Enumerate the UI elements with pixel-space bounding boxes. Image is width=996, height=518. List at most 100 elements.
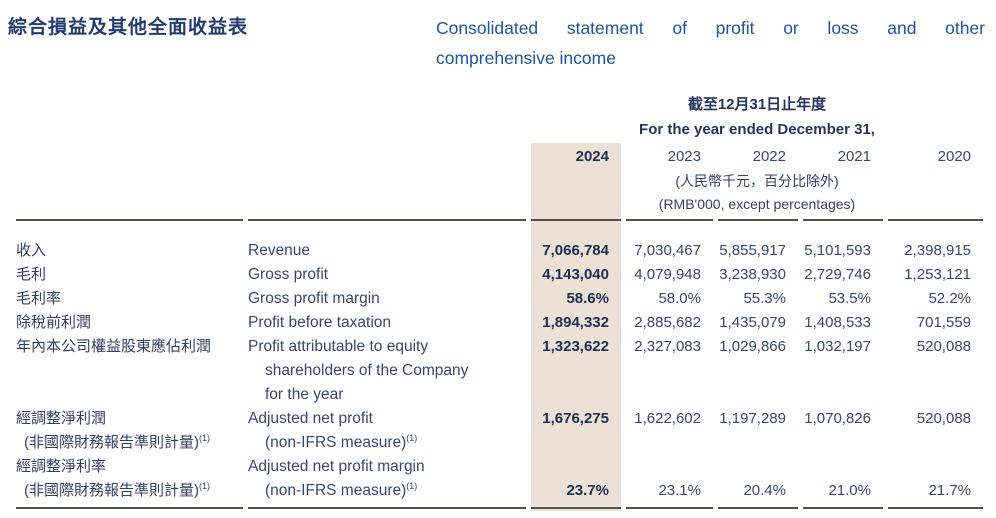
year-column-2020: 2020 [937, 148, 972, 165]
value-2023: 23.1% [658, 482, 701, 499]
table-top-rule [16, 219, 984, 239]
label-line: Gross profit margin [248, 290, 380, 307]
year-column-2022: 2022 [752, 148, 786, 165]
row-label-zh: 毛利 [16, 263, 243, 287]
value-2024: 7,066,784 [542, 242, 609, 259]
value-2024: 1,894,332 [542, 314, 609, 331]
value-2022: 20.4% [743, 482, 786, 499]
page-title-zh: 綜合損益及其他全面收益表 [8, 17, 249, 38]
value-2021: 5,101,593 [804, 242, 871, 259]
label-line: 經調整淨利率 [16, 458, 107, 475]
label-line: 收入 [16, 242, 47, 259]
table-row: 經調整淨利率 (非國際財務報告準則計量)(1) Adjusted net profi… [16, 455, 983, 503]
label-line: shareholders of the Company [265, 362, 469, 379]
spacer-cell [16, 117, 526, 143]
unit-note-row-en: (RMB'000, except percentages) [16, 193, 983, 219]
rule-segment [888, 219, 984, 239]
rule-segment [803, 503, 883, 509]
rule-segment [531, 219, 621, 239]
value-2020: 520,088 [916, 410, 972, 427]
value-2020: 2,398,915 [904, 242, 972, 259]
footnote-marker: (1) [406, 432, 418, 443]
value-2023: 4,079,948 [634, 266, 701, 283]
value-2021: 53.5% [828, 290, 871, 307]
label-line: (non-IFRS measure)(1) [265, 480, 418, 499]
row-label-zh: 收入 [16, 239, 243, 263]
rule-segment [888, 503, 984, 509]
label-line: Profit attributable to equity [248, 338, 429, 355]
rule-segment [718, 503, 798, 509]
row-label-en: Profit attributable to equity shareholder… [248, 335, 526, 407]
value-2020: 1,253,121 [904, 266, 972, 283]
row-label-zh: 毛利率 [16, 287, 243, 311]
label-line: Adjusted net profit [248, 410, 373, 427]
row-label-en: Adjusted net profit margin (non-IFRS meas… [248, 455, 526, 503]
rule-segment [16, 503, 243, 509]
footnote-marker: (1) [199, 481, 210, 491]
unit-note-zh: (人民幣千元，百分比除外) [675, 173, 839, 189]
rule-segment [626, 219, 713, 239]
highlight-2024-column [531, 143, 621, 511]
value-2024: 1,323,622 [542, 338, 609, 355]
value-2024: 58.6% [566, 290, 609, 307]
spacer-cell [16, 193, 526, 219]
unit-note-en: (RMB'000, except percentages) [658, 196, 856, 212]
label-line: 除稅前利潤 [16, 314, 92, 331]
label-line: Profit before taxation [248, 314, 392, 331]
table-row: 除稅前利潤 Profit before taxation 1,894,332 2,88… [16, 311, 983, 335]
label-line: (非國際財務報告準則計量)(1) [24, 481, 210, 500]
value-2023: 2,327,083 [634, 338, 701, 355]
value-2023: 58.0% [658, 290, 701, 307]
value-2021: 21.0% [828, 482, 871, 499]
page-title-en-line2: comprehensive income [436, 48, 616, 68]
spacer-cell [16, 93, 526, 117]
rule-segment [626, 503, 713, 509]
year-column-2023: 2023 [667, 148, 701, 165]
label-line: (非國際財務報告準則計量)(1) [24, 433, 210, 452]
value-2022: 1,435,079 [719, 314, 786, 331]
rule-segment [531, 503, 621, 509]
label-line: (non-IFRS measure)(1) [265, 432, 418, 451]
value-2020: 52.2% [928, 290, 972, 307]
header: 綜合損益及其他全面收益表 Consolidated statement of p… [8, 13, 985, 73]
value-2021: 2,729,746 [804, 266, 871, 283]
value-2024: 1,676,275 [542, 410, 609, 427]
rule-segment [248, 503, 526, 509]
page-title-en-line1: Consolidated statement of profit or loss… [436, 18, 985, 38]
label-line: 年內本公司權益股東應佔利潤 [16, 338, 212, 355]
value-2021: 1,032,197 [804, 338, 871, 355]
period-header-row-en: For the year ended December 31, [16, 117, 983, 143]
row-label-zh: 年內本公司權益股東應佔利潤 [16, 335, 243, 407]
footnote-marker: (1) [406, 480, 418, 491]
value-2020: 520,088 [916, 338, 972, 355]
unit-note-row-zh: (人民幣千元，百分比除外) [16, 170, 983, 193]
row-label-zh: 經調整淨利潤 (非國際財務報告準則計量)(1) [16, 407, 243, 455]
value-2021: 1,070,826 [804, 410, 871, 427]
year-column-2021: 2021 [837, 148, 871, 165]
table-row: 年內本公司權益股東應佔利潤 Profit attributable to equi… [16, 335, 983, 407]
row-label-en: Revenue [248, 239, 526, 263]
value-2022: 5,855,917 [719, 242, 786, 259]
row-label-en: Gross profit [248, 263, 526, 287]
row-label-en: Profit before taxation [248, 311, 526, 335]
value-2022: 1,197,289 [719, 410, 786, 427]
table-row: 經調整淨利潤 (非國際財務報告準則計量)(1) Adjusted net profi… [16, 407, 983, 455]
period-header-zh: 截至12月31日止年度 [687, 96, 827, 113]
spacer-cell [16, 170, 526, 193]
label-line: 毛利率 [16, 290, 62, 307]
table-bottom-rule [16, 503, 984, 509]
footnote-marker: (1) [199, 433, 210, 443]
table-row: 毛利 Gross profit 4,143,040 4,079,948 3,238,93… [16, 263, 983, 287]
financial-summary-table: 截至12月31日止年度 For the year ended December … [11, 93, 988, 509]
value-2024: 23.7% [566, 482, 609, 499]
spacer-cell [16, 143, 526, 170]
rule-segment [803, 219, 883, 239]
value-2023: 2,885,682 [634, 314, 701, 331]
rule-segment [718, 219, 798, 239]
value-2022: 3,238,930 [719, 266, 786, 283]
row-label-zh: 除稅前利潤 [16, 311, 243, 335]
page-title-en: Consolidated statement of profit or loss… [436, 13, 985, 73]
financial-table-wrap: 截至12月31日止年度 For the year ended December … [8, 93, 988, 511]
table-row: 毛利率 Gross profit margin 58.6% 58.0% 55.3% 53.… [16, 287, 983, 311]
value-2021: 1,408,533 [804, 314, 871, 331]
